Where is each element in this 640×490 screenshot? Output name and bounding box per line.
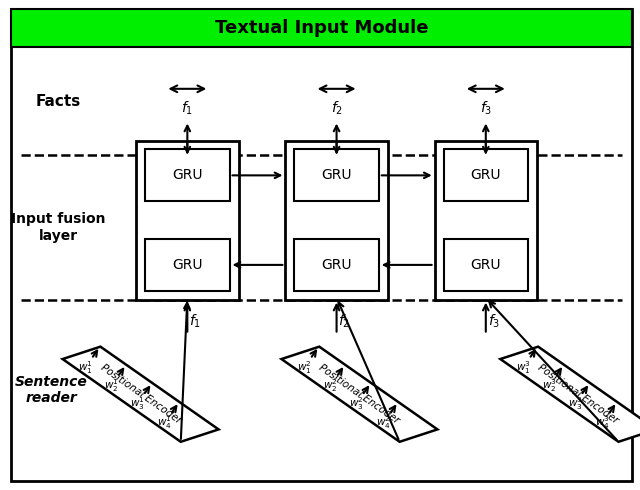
Text: $f_2$: $f_2$ xyxy=(339,313,351,330)
Text: Sentence
reader: Sentence reader xyxy=(15,375,88,405)
Bar xyxy=(444,149,528,201)
Text: $w_4^{2}$: $w_4^{2}$ xyxy=(376,414,391,431)
Text: GRU: GRU xyxy=(321,169,352,182)
Text: Positional Encoder: Positional Encoder xyxy=(536,363,620,426)
Text: GRU: GRU xyxy=(470,258,501,272)
Bar xyxy=(294,149,379,201)
Text: $f_3$: $f_3$ xyxy=(479,100,492,118)
Text: $w_4^{1}$: $w_4^{1}$ xyxy=(157,414,172,431)
Bar xyxy=(294,239,379,291)
Text: Input fusion
layer: Input fusion layer xyxy=(11,213,105,243)
Text: $w_2^{2}$: $w_2^{2}$ xyxy=(323,377,338,394)
Polygon shape xyxy=(282,346,438,442)
Text: Positional Encoder: Positional Encoder xyxy=(317,363,401,426)
Text: $f_2$: $f_2$ xyxy=(330,100,342,118)
Bar xyxy=(145,149,230,201)
Text: GRU: GRU xyxy=(172,169,203,182)
Text: $w_2^{1}$: $w_2^{1}$ xyxy=(104,377,119,394)
Text: $w_1^{2}$: $w_1^{2}$ xyxy=(297,359,312,375)
Text: Textual Input Module: Textual Input Module xyxy=(215,19,428,37)
Text: $w_3^{3}$: $w_3^{3}$ xyxy=(568,395,583,412)
Text: Facts: Facts xyxy=(35,94,81,109)
Text: $w_1^{1}$: $w_1^{1}$ xyxy=(78,359,93,375)
Bar xyxy=(145,239,230,291)
Text: GRU: GRU xyxy=(470,169,501,182)
Bar xyxy=(12,9,632,47)
Text: $f_1$: $f_1$ xyxy=(189,313,202,330)
Text: $w_2^{3}$: $w_2^{3}$ xyxy=(542,377,557,394)
Text: $w_4^{3}$: $w_4^{3}$ xyxy=(595,414,610,431)
Bar xyxy=(285,141,388,300)
Text: GRU: GRU xyxy=(321,258,352,272)
Polygon shape xyxy=(63,346,219,442)
Text: $w_3^{1}$: $w_3^{1}$ xyxy=(130,395,145,412)
Bar xyxy=(136,141,239,300)
Text: $f_3$: $f_3$ xyxy=(488,313,500,330)
Polygon shape xyxy=(500,346,640,442)
Text: GRU: GRU xyxy=(172,258,203,272)
Text: Positional Encoder: Positional Encoder xyxy=(99,363,183,426)
Bar xyxy=(435,141,537,300)
Text: $w_1^{3}$: $w_1^{3}$ xyxy=(516,359,531,375)
Text: $f_1$: $f_1$ xyxy=(181,100,193,118)
Text: $w_3^{2}$: $w_3^{2}$ xyxy=(349,395,364,412)
Bar xyxy=(444,239,528,291)
